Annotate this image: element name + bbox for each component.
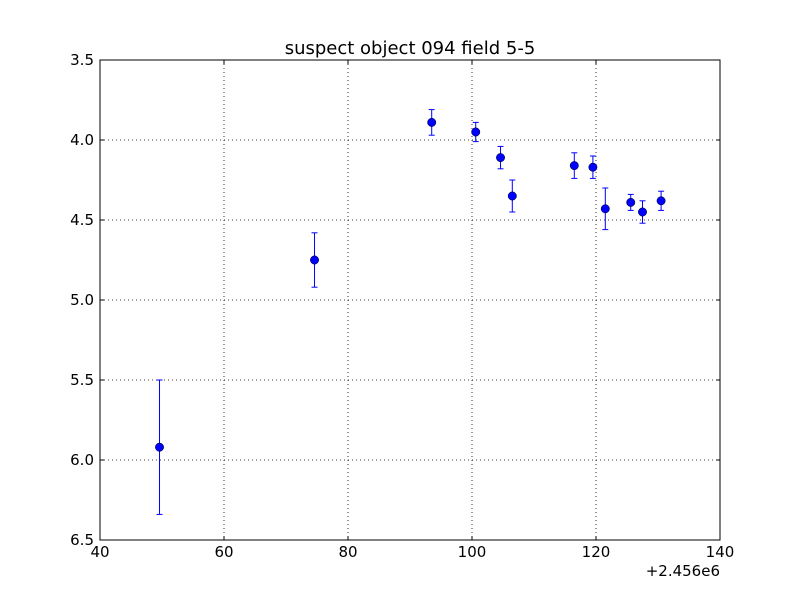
data-point — [638, 207, 647, 217]
data-point — [427, 117, 437, 127]
y-tick-label: 4.0 — [70, 131, 94, 149]
data-point — [626, 197, 636, 207]
data-point — [471, 127, 481, 137]
y-tick-label: 5.0 — [70, 291, 94, 309]
data-points — [155, 117, 666, 452]
data-point — [155, 442, 164, 452]
x-axis-tick-labels: 40 60 80 100 120 140 — [90, 543, 734, 561]
y-tick-label: 5.5 — [70, 371, 94, 389]
y-tick-label: 3.5 — [70, 51, 94, 69]
y-tick-label: 6.0 — [70, 451, 94, 469]
data-point — [656, 196, 666, 206]
y-axis-tick-labels: 3.5 4.0 4.5 5.0 5.5 6.0 6.5 — [70, 51, 94, 549]
x-tick-label: 60 — [214, 543, 233, 561]
x-tick-label: 40 — [90, 543, 109, 561]
x-axis-offset-label: +2.456e6 — [646, 562, 720, 580]
y-tick-label: 4.5 — [70, 211, 94, 229]
data-point — [600, 204, 610, 214]
data-point — [496, 153, 505, 163]
data-point — [507, 191, 517, 201]
x-tick-label: 120 — [582, 543, 611, 561]
x-tick-label: 80 — [338, 543, 357, 561]
data-point — [569, 161, 579, 171]
x-tick-label: 100 — [458, 543, 487, 561]
error-bars — [156, 109, 665, 515]
chart-title: suspect object 094 field 5-5 — [285, 38, 536, 59]
plot-frame — [99, 59, 721, 541]
data-point — [310, 255, 319, 265]
data-point — [588, 162, 598, 172]
y-tick-label: 6.5 — [70, 531, 94, 549]
grid-lines — [100, 60, 720, 540]
x-tick-label: 140 — [706, 543, 735, 561]
